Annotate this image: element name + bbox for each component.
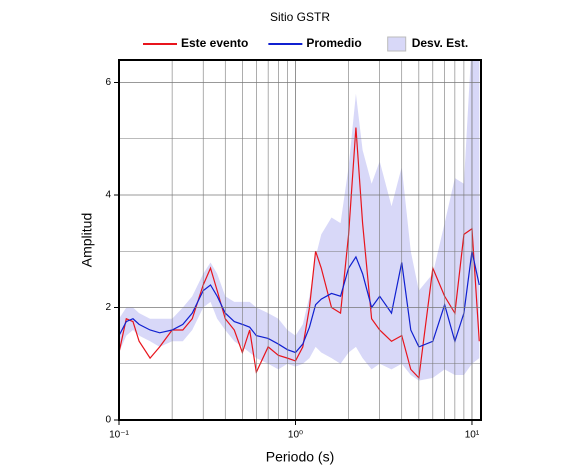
- y-tick-label: 6: [105, 77, 111, 88]
- y-tick-label: 2: [105, 302, 111, 313]
- y-tick-label: 0: [105, 415, 111, 426]
- x-axis-label: Periodo (s): [266, 449, 334, 465]
- series-line: [119, 127, 480, 380]
- x-tick-label: 10¹: [465, 430, 480, 441]
- legend-label: Promedio: [306, 36, 361, 50]
- chart-title: Sitio GSTR: [270, 10, 330, 24]
- series-line: [119, 251, 480, 354]
- plot-area: [119, 60, 480, 381]
- legend-label: Este evento: [181, 36, 248, 50]
- std-band: [119, 60, 480, 381]
- legend-swatch: [387, 36, 407, 52]
- x-tick-label: 10⁰: [288, 430, 303, 441]
- plot-frame: [118, 59, 482, 421]
- y-tick-label: 4: [105, 190, 111, 201]
- x-tick-label: 10⁻¹: [109, 430, 129, 441]
- y-axis-label: Amplitud: [79, 213, 95, 267]
- legend-label: Desv. Est.: [412, 36, 468, 50]
